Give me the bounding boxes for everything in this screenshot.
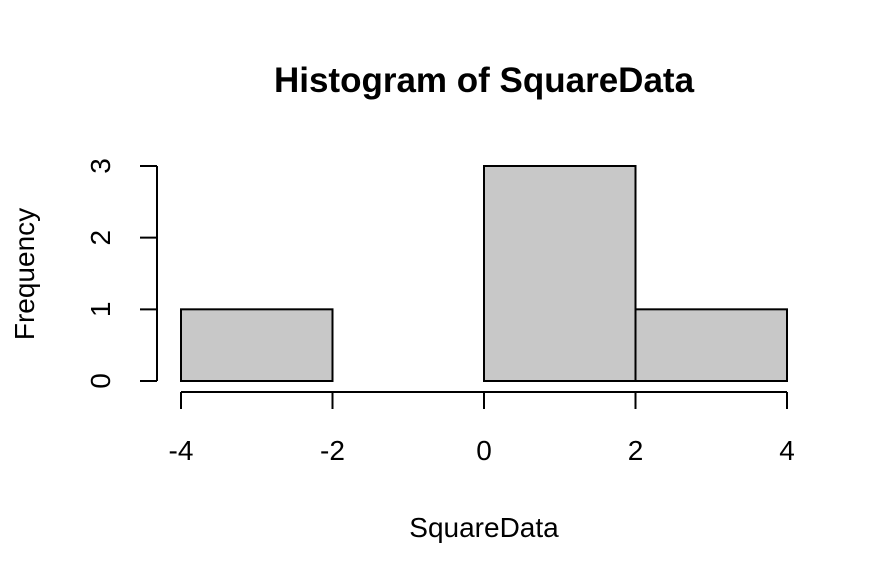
y-axis: 0 1 2 3: [85, 158, 158, 389]
histogram-bar-3: [634, 308, 788, 383]
chart-title: Histogram of SquareData: [274, 61, 695, 100]
histogram-bar-0: [180, 308, 334, 383]
y-tick-label-1: 1: [85, 302, 116, 318]
x-tick-label-2: 0: [476, 435, 492, 466]
x-tick-label-3: 2: [628, 435, 644, 466]
bars-group: [180, 165, 788, 383]
y-tick-label-3: 3: [85, 158, 116, 174]
histogram-bar-2: [483, 165, 637, 382]
x-tick-label-4: 4: [779, 435, 795, 466]
y-axis-label: Frequency: [9, 208, 40, 340]
y-tick-label-0: 0: [85, 373, 116, 389]
x-axis: -4 -2 0 2 4: [169, 391, 795, 466]
x-tick-label-1: -2: [320, 435, 345, 466]
x-axis-label: SquareData: [409, 512, 559, 543]
y-tick-label-2: 2: [85, 230, 116, 246]
x-tick-label-0: -4: [169, 435, 194, 466]
